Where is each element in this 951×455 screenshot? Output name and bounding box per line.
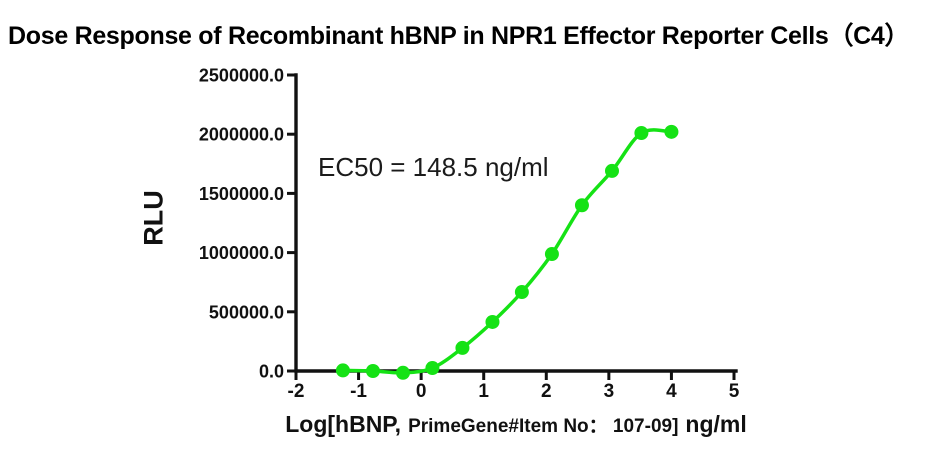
x-tick-label: -2 bbox=[288, 381, 305, 402]
x-tick-label: 4 bbox=[666, 381, 677, 402]
data-point-marker bbox=[574, 198, 589, 213]
x-axis-label-part-2: PrimeGene#Item No： 107-09] bbox=[408, 416, 679, 437]
data-point-marker bbox=[365, 364, 380, 378]
data-point-marker bbox=[425, 361, 440, 376]
x-tick-label: -1 bbox=[350, 381, 367, 402]
x-tick-label: 2 bbox=[541, 381, 552, 402]
data-point-marker bbox=[664, 124, 679, 139]
y-tick-label: 2500000.0 bbox=[199, 66, 284, 86]
data-point-marker bbox=[604, 163, 619, 178]
x-tick-label: 0 bbox=[416, 381, 427, 402]
y-tick-label: 1000000.0 bbox=[199, 243, 284, 263]
x-tick-label: 1 bbox=[478, 381, 489, 402]
x-axis-label: Log[hBNP, PrimeGene#Item No： 107-09] ng/… bbox=[285, 411, 747, 438]
x-tick-label: 3 bbox=[604, 381, 615, 402]
data-point-marker bbox=[455, 340, 470, 355]
x-tick-label: 5 bbox=[729, 381, 740, 402]
y-tick-label: 2000000.0 bbox=[199, 125, 284, 145]
x-axis-label-part-1: Log[hBNP, bbox=[285, 411, 402, 437]
data-point-marker bbox=[544, 247, 559, 262]
y-tick-label: 1500000.0 bbox=[199, 184, 284, 204]
x-axis-label-part-3: ng/ml bbox=[685, 411, 747, 437]
data-point-marker bbox=[514, 285, 529, 300]
chart-title: Dose Response of Recombinant hBNP in NPR… bbox=[8, 22, 910, 50]
axis-lines bbox=[294, 73, 738, 373]
data-point-marker bbox=[395, 365, 410, 380]
dose-response-curve bbox=[341, 128, 674, 375]
data-point-marker bbox=[634, 126, 649, 141]
data-point-marker bbox=[335, 363, 350, 378]
y-tick-label: 500000.0 bbox=[209, 302, 284, 322]
ec50-annotation: EC50 = 148.5 ng/ml bbox=[318, 152, 549, 182]
y-tick-label: 0.0 bbox=[259, 362, 284, 382]
data-point-marker bbox=[485, 314, 500, 329]
